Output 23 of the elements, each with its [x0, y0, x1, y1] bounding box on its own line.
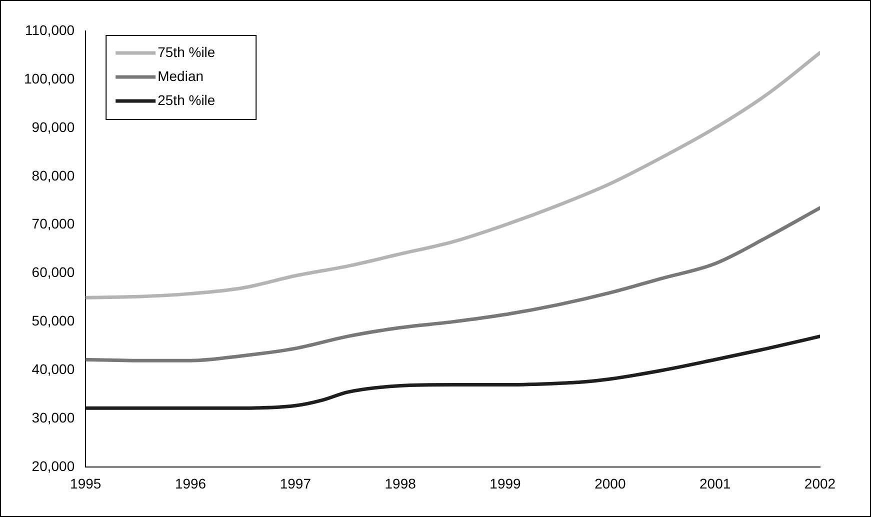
y-tick-label: 20,000: [32, 458, 75, 474]
legend-label: Median: [158, 68, 204, 84]
y-tick-label: 50,000: [32, 312, 75, 329]
x-tick-label: 1998: [384, 475, 416, 492]
x-tick-label: 1995: [70, 475, 102, 492]
line-series: [86, 334, 820, 410]
x-tick-label: 1999: [490, 475, 522, 492]
y-tick-label: 100,000: [24, 70, 75, 86]
x-tick-label: 1997: [280, 475, 312, 492]
y-tick-label: 70,000: [32, 216, 75, 232]
y-tick-label: 110,000: [25, 22, 75, 38]
y-tick-label: 40,000: [32, 361, 75, 378]
legend-label: 25th %ile: [158, 92, 216, 108]
legend-label: 75th %ile: [158, 44, 216, 60]
y-tick-label: 60,000: [32, 264, 75, 280]
x-tick-label: 2000: [594, 475, 626, 492]
line-series: [86, 206, 820, 362]
x-tick-label: 1996: [174, 475, 206, 492]
y-tick-label: 80,000: [32, 167, 75, 184]
x-tick-label: 2002: [804, 475, 836, 492]
y-tick-label: 90,000: [32, 118, 75, 135]
x-tick-label: 2001: [700, 475, 731, 492]
y-tick-label: 30,000: [32, 410, 75, 426]
